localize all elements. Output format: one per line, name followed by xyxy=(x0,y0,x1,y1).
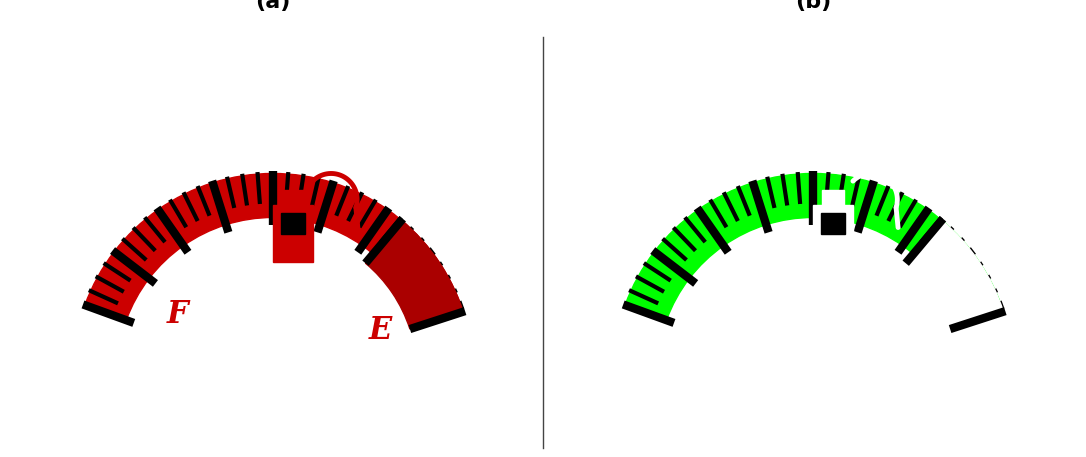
Wedge shape xyxy=(906,220,1003,329)
Wedge shape xyxy=(85,174,460,320)
Bar xyxy=(273,206,313,261)
Bar xyxy=(821,213,845,234)
Bar xyxy=(813,206,854,261)
Bar xyxy=(281,213,305,234)
Title: (a): (a) xyxy=(255,0,291,12)
Wedge shape xyxy=(366,220,463,329)
Bar xyxy=(822,191,844,206)
Bar xyxy=(282,191,304,206)
Text: E: E xyxy=(909,314,933,345)
Wedge shape xyxy=(626,174,1001,320)
Text: F: F xyxy=(707,299,729,329)
Text: E: E xyxy=(369,314,392,345)
Title: (b): (b) xyxy=(795,0,831,12)
Text: F: F xyxy=(167,299,189,329)
